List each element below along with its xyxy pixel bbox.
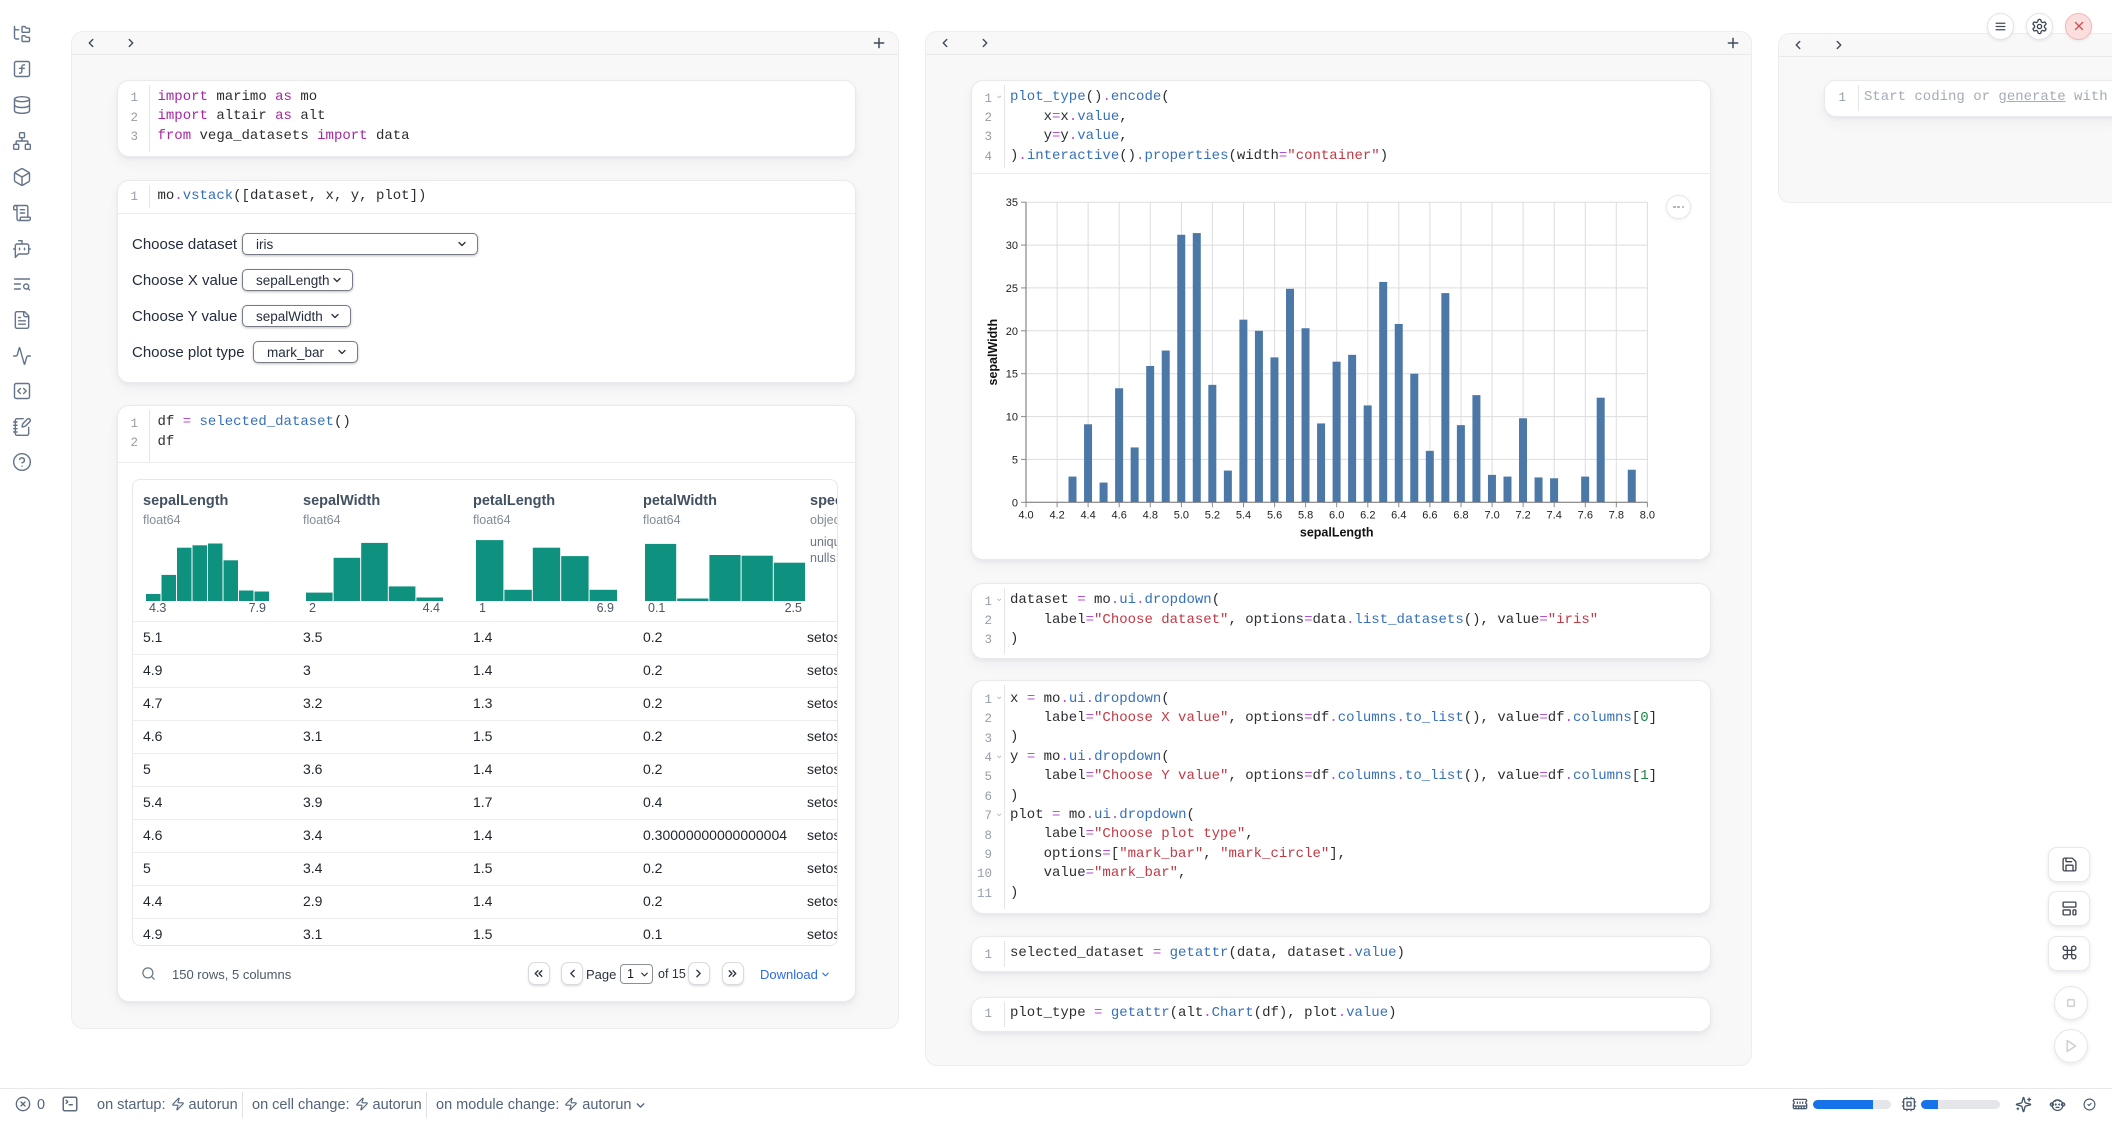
svg-text:15: 15 <box>1006 369 1018 381</box>
svg-text:20: 20 <box>1006 326 1018 338</box>
svg-text:5.4: 5.4 <box>1236 510 1251 522</box>
svg-text:30: 30 <box>1006 240 1018 252</box>
svg-text:4.6: 4.6 <box>1112 510 1127 522</box>
svg-text:7.2: 7.2 <box>1515 510 1530 522</box>
svg-text:7.0: 7.0 <box>1484 510 1499 522</box>
svg-text:5.2: 5.2 <box>1205 510 1220 522</box>
svg-text:7.8: 7.8 <box>1609 510 1624 522</box>
svg-text:6.8: 6.8 <box>1453 510 1468 522</box>
svg-text:4.8: 4.8 <box>1143 510 1158 522</box>
svg-text:7.4: 7.4 <box>1547 510 1562 522</box>
svg-text:25: 25 <box>1006 283 1018 295</box>
svg-text:0: 0 <box>1012 497 1018 509</box>
svg-text:6.4: 6.4 <box>1391 510 1406 522</box>
svg-text:6.2: 6.2 <box>1360 510 1375 522</box>
svg-text:4.4: 4.4 <box>1080 510 1095 522</box>
svg-text:8.0: 8.0 <box>1640 510 1655 522</box>
svg-text:6.6: 6.6 <box>1422 510 1437 522</box>
svg-text:10: 10 <box>1006 412 1018 424</box>
svg-text:35: 35 <box>1006 197 1018 209</box>
svg-text:5.6: 5.6 <box>1267 510 1282 522</box>
svg-text:4.2: 4.2 <box>1049 510 1064 522</box>
svg-text:6.0: 6.0 <box>1329 510 1344 522</box>
svg-text:5.8: 5.8 <box>1298 510 1313 522</box>
svg-text:4.0: 4.0 <box>1018 510 1033 522</box>
svg-text:7.6: 7.6 <box>1578 510 1593 522</box>
svg-text:5: 5 <box>1012 454 1018 466</box>
svg-text:5.0: 5.0 <box>1174 510 1189 522</box>
svg-text:sepalLength: sepalLength <box>1300 526 1374 540</box>
svg-text:sepalWidth: sepalWidth <box>986 319 1000 386</box>
